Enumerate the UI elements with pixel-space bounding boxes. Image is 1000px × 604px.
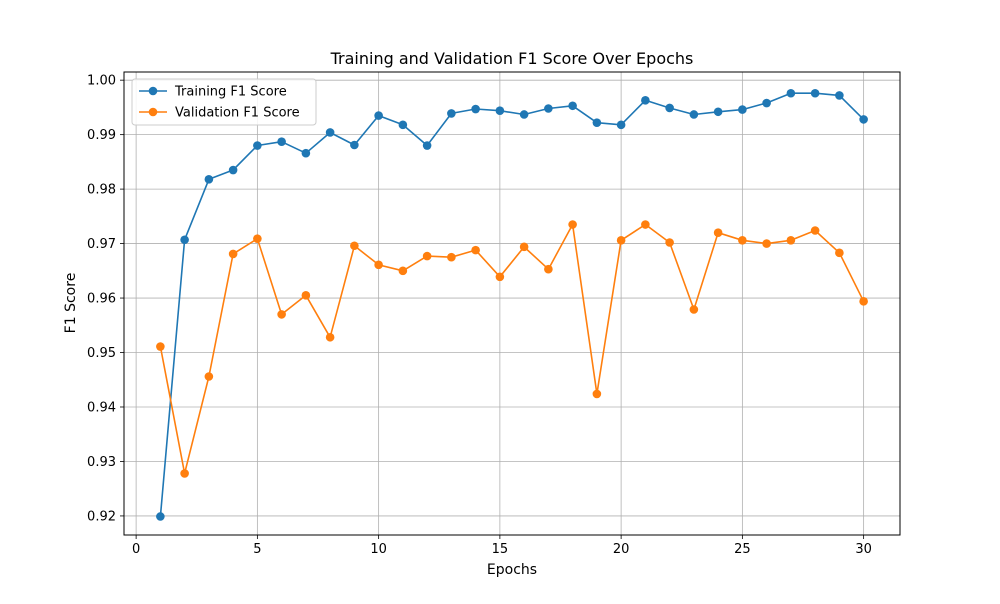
legend-marker [148,86,158,96]
y-tick-label: 0.96 [87,292,116,307]
y-tick-label: 0.94 [87,400,116,415]
training-f1-score-point [616,120,626,130]
validation-f1-score-point [762,239,771,248]
validation-f1-score-point [519,242,529,252]
validation-f1-score-point [228,249,238,259]
training-f1-score-point [350,140,359,150]
validation-f1-score-point [471,245,480,255]
training-f1-score-point [447,109,456,118]
validation-f1-score-point [786,236,796,245]
legend: Training F1 Score Validation F1 Score [131,78,317,126]
y-tick-label: 0.93 [87,455,116,470]
validation-f1-score-point [592,389,602,399]
training-f1-score-point [738,105,747,114]
grid-lines [124,72,900,535]
training-f1-score-point [592,118,602,127]
x-tick-label: 30 [855,542,872,557]
y-axis: 0.92 0.93 0.94 0.95 0.96 0.97 0.98 0.99 1.00 [87,74,124,524]
training-f1-score-point [519,110,529,119]
validation-f1-score-point [689,305,699,314]
validation-f1-score-point [713,228,723,237]
validation-f1-score-point [374,260,383,270]
training-f1-score-point [689,110,699,119]
legend-marker [148,107,158,117]
training-f1-score-point [713,107,723,117]
y-axis-label: F1 Score [63,273,79,334]
validation-f1-score-point [398,266,408,276]
validation-f1-score-point [422,251,432,261]
x-tick-label: 25 [734,542,751,557]
training-f1-score-point [301,148,311,158]
legend-item-training-f1-score: Training F1 Score [139,85,287,100]
validation-f1-score-point [568,220,577,229]
training-f1-score-point [810,88,820,98]
training-f1-score-point [253,141,262,150]
training-f1-score-point [835,91,844,100]
x-tick-label: 15 [492,542,509,557]
training-f1-score-point [495,106,505,115]
training-f1-score-point [762,98,771,108]
series-validation-f1-score [156,220,868,478]
training-f1-score-point [786,88,796,98]
x-tick-label: 10 [370,542,387,557]
validation-f1-score-point [810,226,820,235]
training-f1-score-point [422,141,432,150]
validation-f1-score-point [447,252,456,262]
y-tick-label: 0.92 [87,509,116,524]
validation-f1-score-point [180,469,189,478]
training-f1-score-point [398,120,408,130]
validation-f1-score-point [350,241,359,251]
y-tick-label: 1.00 [87,74,116,89]
training-f1-score-point [568,101,577,111]
chart-title: Training and Validation F1 Score Over Ep… [330,49,694,68]
validation-f1-score-point [616,236,626,245]
y-tick-label: 0.97 [87,237,116,252]
x-axis-label: Epochs [487,562,537,578]
validation-f1-score-point [301,291,311,300]
legend-label: Training F1 Score [174,85,287,100]
training-f1-score-point [544,104,553,113]
validation-f1-score-point [204,372,214,381]
training-f1-score-point [204,175,214,184]
validation-f1-score-point [277,310,286,319]
training-f1-score-point [471,104,480,114]
validation-f1-score-point [859,297,868,306]
validation-f1-score-point [325,332,335,342]
plot-area-frame [123,71,901,536]
validation-f1-score-point [835,248,844,258]
x-axis: 0 5 10 15 20 25 30 [132,535,872,557]
legend-label: Validation F1 Score [175,106,300,121]
training-f1-score-point [277,137,286,147]
validation-f1-score-point [156,342,165,351]
training-f1-score-point [156,512,165,521]
training-f1-score-point [180,235,189,245]
validation-f1-score-point [495,272,505,282]
series-layer [156,88,868,521]
training-f1-score-point [228,165,238,175]
series-training-f1-score [156,88,868,521]
y-tick-label: 0.95 [87,346,116,361]
training-f1-score-point [641,96,650,105]
x-tick-label: 0 [132,542,140,557]
validation-f1-score-point [253,234,262,243]
validation-f1-score-point [641,220,650,229]
x-tick-label: 20 [613,542,630,557]
legend-box [131,78,317,126]
x-tick-label: 5 [253,542,261,557]
training-f1-score-point [859,115,868,124]
validation-f1-score-point [665,238,674,247]
training-f1-score-point [374,111,383,120]
validation-f1-score-point [544,264,553,274]
y-tick-label: 0.98 [87,183,116,198]
y-tick-label: 0.99 [87,128,116,143]
legend-item-validation-f1-score: Validation F1 Score [139,106,300,121]
training-f1-score-point [325,128,335,137]
training-f1-score-point [665,103,674,113]
validation-f1-score-point [738,236,747,245]
